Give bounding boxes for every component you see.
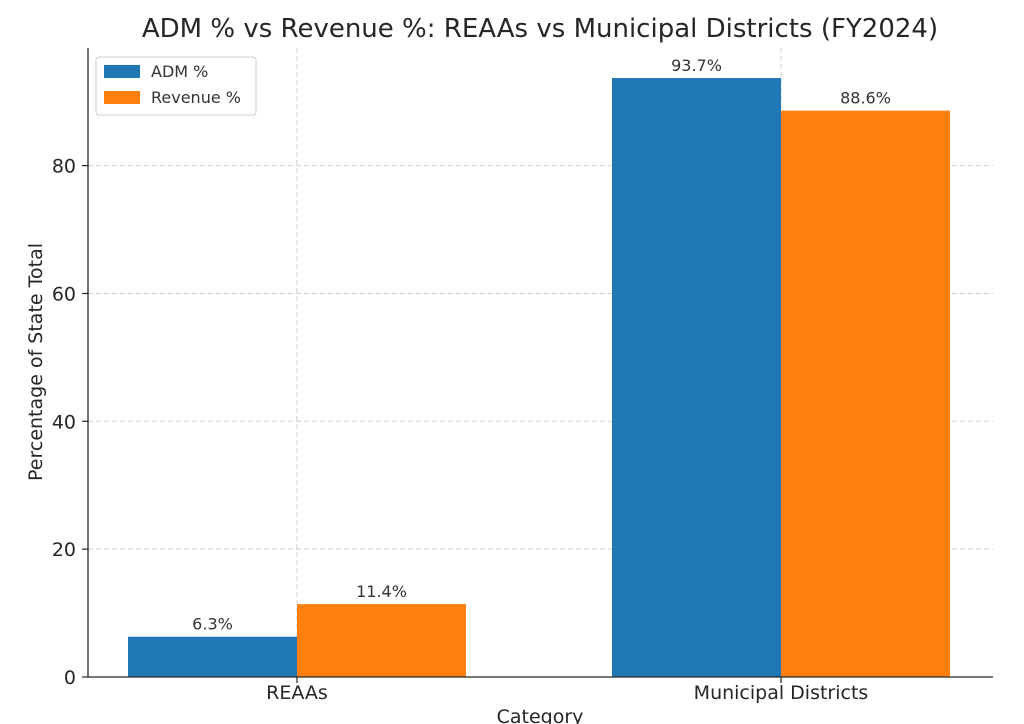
data-labels: 6.3% 93.7% 11.4% 88.6% (192, 56, 891, 634)
data-label: 11.4% (356, 582, 407, 601)
data-label: 88.6% (840, 89, 891, 108)
x-axis-ticks: REAAs Municipal Districts (266, 677, 868, 704)
bars (128, 78, 950, 678)
y-tick-label: 40 (52, 411, 76, 433)
data-label: 93.7% (671, 56, 722, 75)
legend-swatch-revenue (104, 91, 140, 104)
data-label: 6.3% (192, 615, 233, 634)
bar-adm-0 (128, 636, 297, 677)
legend-label-revenue: Revenue % (151, 88, 241, 107)
bar-revenue-1 (781, 110, 950, 678)
x-axis-label: Category (497, 706, 584, 724)
bar-revenue-0 (297, 604, 466, 677)
x-tick-label: REAAs (266, 682, 328, 704)
legend: ADM % Revenue % (95, 56, 257, 116)
bar-adm-1 (612, 78, 781, 677)
y-tick-label: 80 (52, 156, 76, 178)
legend-swatch-adm (104, 65, 140, 78)
x-tick-label: Municipal Districts (694, 682, 869, 704)
chart-title: ADM % vs Revenue %: REAAs vs Municipal D… (142, 14, 938, 44)
y-tick-label: 0 (64, 667, 76, 689)
y-axis-label: Percentage of State Total (25, 243, 47, 481)
legend-label-adm: ADM % (151, 62, 208, 81)
y-tick-label: 20 (52, 539, 76, 561)
y-axis-ticks: 0 20 40 60 80 (52, 156, 88, 689)
y-tick-label: 60 (52, 283, 76, 305)
